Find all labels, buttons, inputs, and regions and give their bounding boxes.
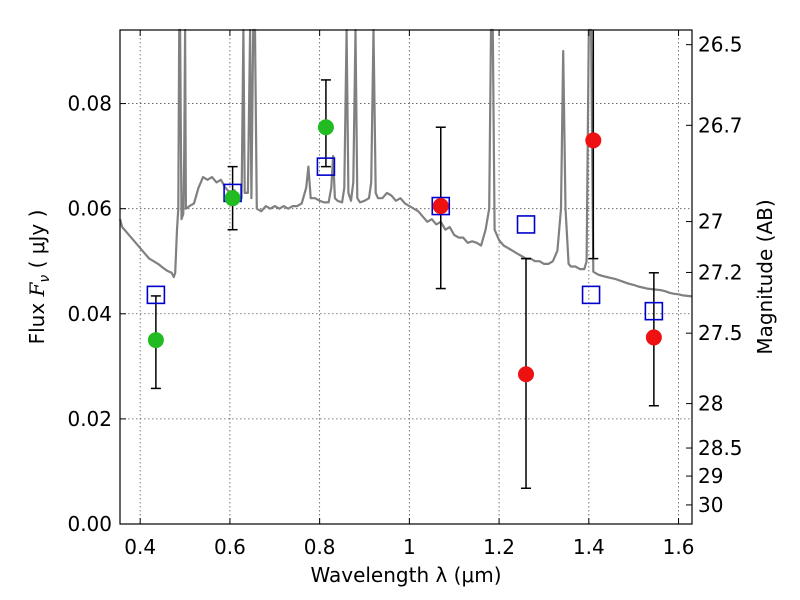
y2-tick-label: 28.5 [698,436,743,460]
y-axis-label-unit: ( μJy ) [25,210,49,275]
x-tick-label: 0.4 [124,535,156,559]
y2-tick-label: 27.5 [698,321,743,345]
y-tick-label: 0.04 [67,302,112,326]
observed-point-red [585,132,602,149]
model-photometry-square [146,285,166,305]
y-tick-label: 0.06 [67,197,112,221]
x-tick-label: 0.8 [304,535,336,559]
y-tick-label: 0.02 [67,407,112,431]
plot-frame [119,29,693,525]
model-photometry-square [316,157,336,176]
y-tick-label: 0.08 [67,92,112,116]
model-spectrum-line [118,28,693,298]
model-photometry-square [516,215,536,234]
y2-tick-label: 27.2 [698,260,743,284]
observed-point-red [645,329,662,346]
observed-point-green [224,190,241,207]
y2-tick-label: 27 [698,210,723,234]
observed-point-red [432,198,449,215]
x-tick-label: 1.6 [663,535,695,559]
y2-tick-label: 26.5 [698,33,743,57]
y2-tick-label: 30 [698,493,723,517]
y2-axis-label: Magnitude (AB) [753,199,777,354]
y2-tick-label: 28 [698,392,723,416]
ticks: 0.4 0.6 0.8 1 1.2 1.4 1.6 0.00 0.02 0.04 0.06 0.08 2… [67,30,743,559]
plot-area [120,30,692,524]
y-axis-label: Flux Fν ( μJy ) [25,210,53,345]
y2-tick-label: 26.7 [698,113,743,137]
x-tick-label: 1.4 [573,535,605,559]
data-layer [118,28,693,490]
x-tick-label: 1.2 [483,535,515,559]
observed-point-green [147,332,164,349]
model-photometry-square [644,301,664,321]
x-axis-label: Wavelength λ (μm) [310,563,501,587]
y-axis-label-symbol: F [25,281,49,297]
y-axis-label-prefix: Flux [25,296,49,344]
model-photometry-square [431,196,451,216]
model-photometry-square [581,285,601,305]
x-tick-label: 0.6 [214,535,246,559]
y2-tick-label: 29 [698,464,723,488]
observed-point-green [317,119,334,136]
x-tick-label: 1 [403,535,416,559]
observed-point-red [518,366,535,383]
y-tick-label: 0.00 [67,512,112,536]
y-axis-label-subscript: ν [37,275,53,283]
